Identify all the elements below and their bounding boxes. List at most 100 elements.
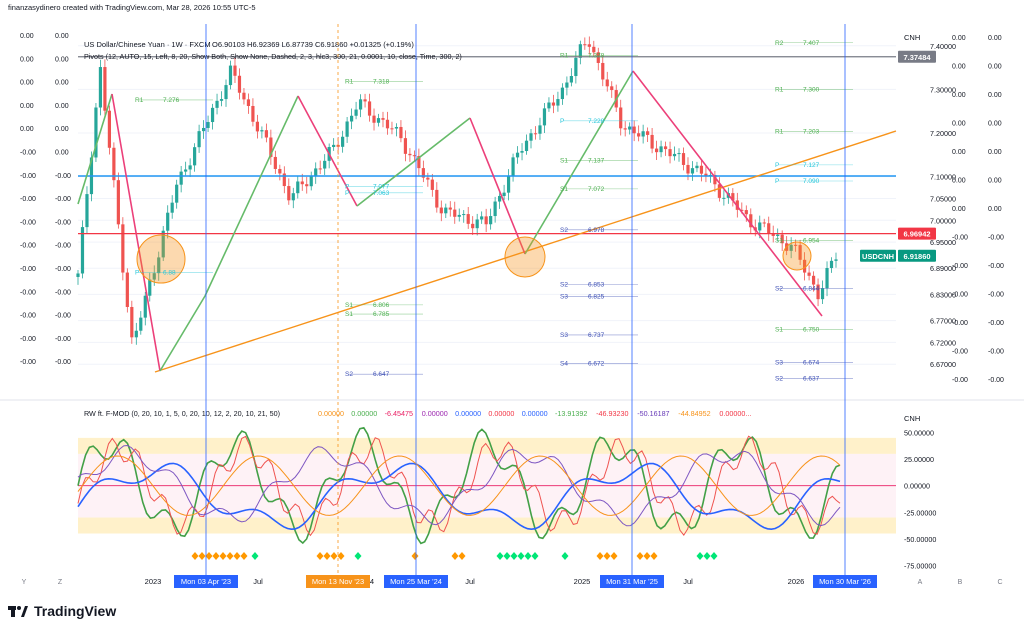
candle-body xyxy=(601,62,605,80)
pivot-level-label: S2 xyxy=(560,281,568,288)
oscillator-tick-label: -75.00000 xyxy=(904,561,936,570)
tradingview-logo-icon xyxy=(8,606,28,617)
candle-body xyxy=(740,209,744,211)
pivot-value-label: 6.806 xyxy=(373,302,390,309)
oscillator-legend-value: 0.00000 xyxy=(318,409,344,418)
left-scale-label: -0.00 xyxy=(55,359,71,366)
candle-body xyxy=(188,165,192,170)
candle-body xyxy=(76,273,80,277)
currency-label: CNH xyxy=(904,33,920,42)
oscillator-legend-value: 0.00000 xyxy=(488,409,514,418)
oscillator-legend-value: -6.45475 xyxy=(385,409,413,418)
signal-diamond xyxy=(703,552,711,560)
price-tick-label: 6.95000 xyxy=(930,238,956,247)
candle-body xyxy=(551,102,556,106)
pivot-value-label: 7.072 xyxy=(588,186,605,193)
tradingview-logo[interactable]: TradingView xyxy=(8,603,116,619)
candle-body xyxy=(157,257,161,274)
right-scale-label: 0.00 xyxy=(952,149,966,156)
candle-body xyxy=(103,67,107,111)
pivot-value-label: 6.825 xyxy=(588,294,605,301)
candle-body xyxy=(466,214,470,224)
price-tick-label: 6.89000 xyxy=(930,264,956,273)
pivots-indicator-legend: Pivots (12, AUTO, 15, Left, 8, 20, Show … xyxy=(84,52,462,61)
signal-diamond xyxy=(458,552,466,560)
left-scale-label: 0.00 xyxy=(20,33,34,40)
price-tick-label: 6.72000 xyxy=(930,338,956,347)
candle-body xyxy=(744,210,748,215)
candle-body xyxy=(520,151,524,153)
axis-corner-label: Z xyxy=(58,579,63,586)
candle-body xyxy=(376,118,381,123)
axis-corner-label: C xyxy=(997,579,1002,586)
signal-diamond xyxy=(411,552,419,560)
oscillator-legend-value: -44.84952 xyxy=(678,409,710,418)
candle-body xyxy=(628,126,632,130)
signal-diamond xyxy=(524,552,532,560)
candle-body xyxy=(435,189,439,208)
signal-diamond xyxy=(561,552,569,560)
candle-body xyxy=(444,207,448,214)
left-scale-label: 0.00 xyxy=(55,126,69,133)
candle-body xyxy=(282,173,286,187)
pivot-value-label: 7.318 xyxy=(373,79,390,86)
candle-body xyxy=(412,155,416,157)
candle-body xyxy=(381,118,385,120)
candle-body xyxy=(300,181,304,185)
left-scale-label: -0.00 xyxy=(55,313,71,320)
pivot-value-label: 6.647 xyxy=(373,371,390,378)
candle-body xyxy=(605,79,609,87)
candle-body xyxy=(332,144,336,148)
price-tick-label: 7.05000 xyxy=(930,194,956,203)
candle-body xyxy=(224,85,228,100)
left-scale-label: 0.00 xyxy=(55,56,69,63)
candle-body xyxy=(462,214,466,216)
candle-body xyxy=(130,306,134,338)
right-scale-label: 0.00 xyxy=(988,206,1002,213)
oscillator-tick-label: -25.00000 xyxy=(904,508,936,517)
highlight-circle xyxy=(782,241,812,271)
price-marker-label: 7.37484 xyxy=(903,53,931,62)
chart-canvas[interactable]: 7.40000 7.30000 7.20000 7.10000 7.05000 7.000… xyxy=(0,16,1024,592)
candle-body xyxy=(731,193,735,201)
candle-body xyxy=(390,128,394,130)
zigzag-segment xyxy=(524,70,634,255)
candle-body xyxy=(309,176,313,187)
candle-body xyxy=(475,219,479,229)
candle-body xyxy=(367,101,372,116)
pivot-level-label: R1 xyxy=(775,129,784,136)
candle-body xyxy=(354,109,358,116)
time-highlight-label: Mon 03 Apr '23 xyxy=(181,577,231,586)
candle-body xyxy=(255,121,260,132)
right-scale-label: 0.00 xyxy=(952,64,966,71)
left-scale-label: 0.00 xyxy=(55,33,69,40)
price-tick-label: 7.20000 xyxy=(930,129,956,138)
right-scale-label: -0.00 xyxy=(988,292,1004,299)
right-scale-label: 0.00 xyxy=(988,35,1002,42)
right-scale-label: -0.00 xyxy=(952,263,968,270)
left-scale-label: -0.00 xyxy=(20,196,36,203)
chart-credit: finanzasydinero created with TradingView… xyxy=(8,3,256,12)
candle-body xyxy=(695,165,699,169)
ohlc-readout: O6.90103 H6.92369 L6.87739 C6.91860 +0.0… xyxy=(212,40,414,49)
candle-body xyxy=(318,168,322,170)
candle-body xyxy=(758,222,762,231)
signal-diamond xyxy=(233,552,241,560)
candle-body xyxy=(107,110,111,148)
time-tick-label: 2023 xyxy=(145,577,162,586)
signal-markers xyxy=(191,552,718,560)
zigzag-segment xyxy=(111,93,161,372)
signal-diamond xyxy=(517,552,525,560)
candle-body xyxy=(565,82,569,88)
left-scale-label: -0.00 xyxy=(20,266,36,273)
signal-diamond xyxy=(219,552,227,560)
axis-corner-label: B xyxy=(958,579,963,586)
candle-body xyxy=(610,86,614,91)
left-scale-label: -0.00 xyxy=(55,196,71,203)
pivot-value-label: 6.637 xyxy=(803,376,820,383)
candle-body xyxy=(829,260,834,269)
candle-body xyxy=(219,99,224,101)
pivot-level-label: P xyxy=(345,190,349,197)
pivot-value-label: 7.228 xyxy=(588,118,605,125)
candle-body xyxy=(717,184,721,198)
